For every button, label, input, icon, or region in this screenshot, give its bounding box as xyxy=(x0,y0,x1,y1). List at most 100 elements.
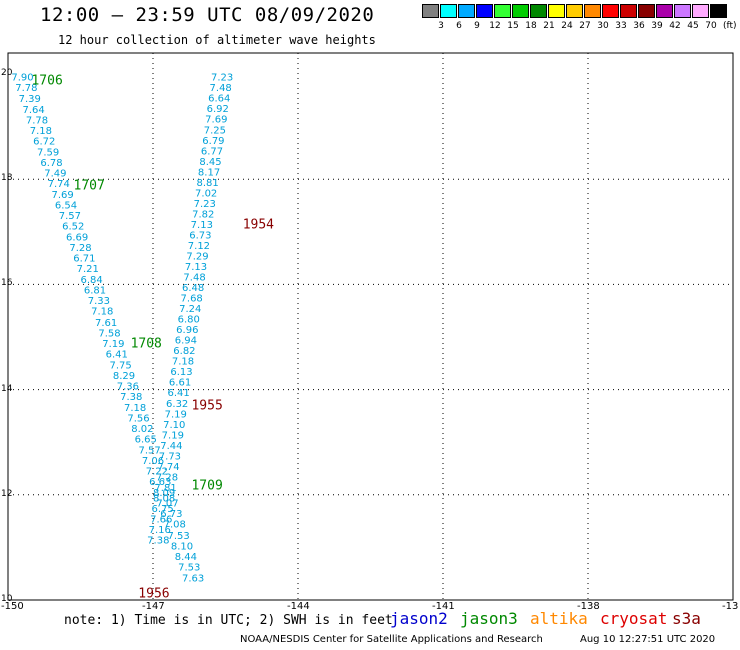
latitude-tick-label: 20 xyxy=(1,68,13,79)
wave-height-value: 7.75 xyxy=(109,360,131,371)
wave-height-value: 6.96 xyxy=(176,325,198,336)
color-scale-label: 18 xyxy=(525,21,537,31)
color-scale-label: 30 xyxy=(597,21,609,31)
wave-height-value: 7.78 xyxy=(15,83,37,94)
wave-height-value: 8.02 xyxy=(131,424,153,435)
wave-height-value: 6.78 xyxy=(40,158,62,169)
wave-height-value: 7.08 xyxy=(164,520,186,531)
color-scale-swatch xyxy=(530,4,547,18)
pass-number-label: 1707 xyxy=(74,178,105,193)
color-scale-swatch xyxy=(494,4,511,18)
wave-height-value: 7.16 xyxy=(149,525,171,536)
color-scale-label: 70 xyxy=(705,21,717,31)
pass-number-label: 1955 xyxy=(191,398,222,413)
wave-height-value: 7.74 xyxy=(48,179,70,190)
color-scale-label: 39 xyxy=(651,21,663,31)
generation-timestamp: Aug 10 12:27:51 UTC 2020 xyxy=(580,634,716,645)
footer-note: note: 1) Time is in UTC; 2) SWH is in fe… xyxy=(64,613,393,628)
wave-height-value: 6.65 xyxy=(135,435,157,446)
page-subtitle: 12 hour collection of altimeter wave hei… xyxy=(58,33,376,47)
wave-height-value: 7.48 xyxy=(210,83,232,94)
wave-height-value: 7.25 xyxy=(204,125,226,136)
latitude-tick-label: 14 xyxy=(1,383,13,394)
wave-height-value: 7.33 xyxy=(88,296,110,307)
wave-height-value: 7.07 xyxy=(156,499,178,510)
wave-height-value: 7.57 xyxy=(59,211,81,222)
wave-height-value: 6.73 xyxy=(189,230,211,241)
wave-height-value: 7.44 xyxy=(160,441,182,452)
wave-height-value: 7.06 xyxy=(142,456,164,467)
wave-height-value: 7.74 xyxy=(157,462,179,473)
wave-height-value: 7.73 xyxy=(159,451,181,462)
wave-height-value: 7.58 xyxy=(98,328,120,339)
wave-height-value: 7.61 xyxy=(95,318,117,329)
color-scale-label: 33 xyxy=(615,21,627,31)
wave-height-value: 7.18 xyxy=(91,307,113,318)
wave-height-value: 6.52 xyxy=(62,222,84,233)
longitude-tick-label: -138 xyxy=(577,601,600,612)
wave-height-value: 6.64 xyxy=(208,94,230,105)
wave-height-value: 7.69 xyxy=(205,115,227,126)
pass-number-label: 1706 xyxy=(31,73,62,88)
wave-height-value: 7.53 xyxy=(167,531,189,542)
color-scale-swatch xyxy=(566,4,583,18)
wave-height-value: 7.23 xyxy=(194,199,216,210)
wave-height-value: 7.24 xyxy=(179,304,201,315)
wave-height-value: 8.45 xyxy=(199,157,221,168)
color-scale-label: 9 xyxy=(474,21,480,31)
wave-height-value: 7.02 xyxy=(195,188,217,199)
color-scale-swatch xyxy=(512,4,529,18)
wave-height-value: 7.22 xyxy=(146,467,168,478)
wave-height-value: 6.61 xyxy=(169,378,191,389)
wave-height-value: 6.73 xyxy=(160,509,182,520)
longitude-tick-label: -13 xyxy=(722,601,739,612)
wave-height-value: 7.29 xyxy=(186,251,208,262)
wave-height-value: 6.94 xyxy=(175,336,197,347)
wave-height-value: 6.71 xyxy=(73,254,95,265)
wave-height-value: 7.68 xyxy=(181,294,203,305)
color-scale-swatch xyxy=(422,4,439,18)
wave-height-value: 7.56 xyxy=(127,413,149,424)
wave-height-value: 7.48 xyxy=(183,273,205,284)
color-scale-label: 21 xyxy=(543,21,555,31)
wave-height-labels: 7.907.787.397.647.787.186.727.596.787.49… xyxy=(11,73,233,585)
wave-height-value: 6.54 xyxy=(55,200,77,211)
wave-height-value: 6.63 xyxy=(149,477,171,488)
color-scale-swatch xyxy=(548,4,565,18)
satellite-legend-item: jason2 xyxy=(390,609,448,628)
wave-height-value: 7.64 xyxy=(22,105,44,116)
color-scale-label: 24 xyxy=(561,21,573,31)
color-scale-swatch xyxy=(584,4,601,18)
wave-height-value: 7.63 xyxy=(182,573,204,584)
wave-height-value: 6.41 xyxy=(167,388,189,399)
wave-height-value: 8.10 xyxy=(171,541,193,552)
color-scale-label: 3 xyxy=(438,21,444,31)
color-scale-label: 15 xyxy=(507,21,519,31)
longitude-tick-label: -141 xyxy=(432,601,455,612)
wave-height-value: 7.49 xyxy=(44,168,66,179)
color-scale-swatch xyxy=(476,4,493,18)
wave-height-value: 7.10 xyxy=(163,420,185,431)
wave-height-value: 7.19 xyxy=(162,430,184,441)
satellite-legend-item: cryosat xyxy=(600,609,668,628)
wave-height-value: 7.69 xyxy=(51,190,73,201)
wave-height-value: 8.17 xyxy=(198,167,220,178)
color-scale-swatch xyxy=(656,4,673,18)
wave-height-value: 6.81 xyxy=(84,286,106,297)
wave-height-value: 6.79 xyxy=(202,136,224,147)
wave-height-value: 6.72 xyxy=(33,136,55,147)
wave-height-value: 6.80 xyxy=(178,315,200,326)
latitude-tick-label: 10 xyxy=(1,594,13,604)
wave-height-value: 6.48 xyxy=(182,283,204,294)
wave-height-value: 7.53 xyxy=(178,562,200,573)
wave-height-value: 7.18 xyxy=(124,403,146,414)
wave-height-value: 6.41 xyxy=(106,349,128,360)
wave-height-value: 7.81 xyxy=(154,483,176,494)
color-scale-swatch xyxy=(440,4,457,18)
wave-height-value: 7.13 xyxy=(191,220,213,231)
color-scale-label: 12 xyxy=(489,21,501,31)
pass-number-label: 1956 xyxy=(138,587,169,602)
wave-height-value: 7.36 xyxy=(117,381,139,392)
credit-line: NOAA/NESDIS Center for Satellite Applica… xyxy=(240,634,543,645)
